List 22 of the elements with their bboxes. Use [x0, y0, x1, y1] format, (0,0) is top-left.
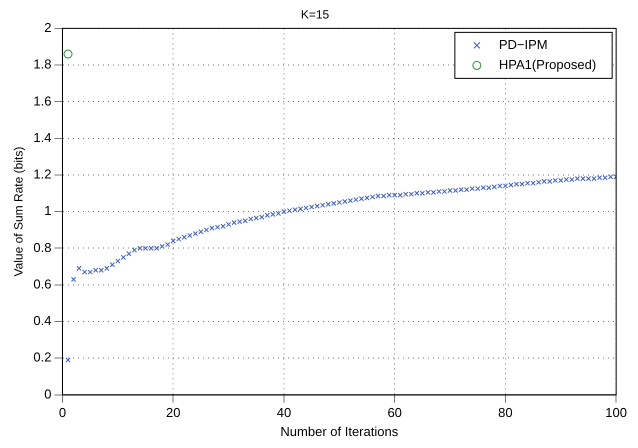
x-tick-label: 40	[276, 405, 292, 420]
x-axis-title: Number of Iterations	[280, 424, 399, 439]
legend-label: PD−IPM	[498, 36, 548, 52]
y-tick-label: 0.2	[33, 350, 52, 365]
y-tick-label: 0.4	[33, 313, 52, 328]
y-axis-title: Value of Sum Rate (bits)	[12, 146, 26, 277]
y-tick-label: 1.2	[33, 166, 52, 182]
y-tick-label: 1	[44, 203, 52, 218]
x-tick-label: 100	[605, 405, 628, 420]
chart-title: K=15	[300, 8, 330, 22]
y-tick-label: 1.4	[33, 130, 52, 145]
y-tick-label: 0.6	[33, 276, 52, 292]
y-tick-label: 1.6	[33, 93, 52, 108]
y-tick-label: 1.8	[33, 56, 52, 72]
x-tick-label: 60	[387, 405, 402, 420]
y-tick-label: 0.8	[33, 240, 52, 255]
legend-label: HPA1(Proposed)	[498, 56, 596, 72]
x-tick-label: 20	[166, 405, 180, 420]
x-tick-label: 80	[498, 405, 513, 420]
y-tick-label: 0	[44, 386, 52, 402]
x-tick-label: 0	[58, 405, 66, 420]
y-tick-label: 2	[44, 20, 52, 35]
